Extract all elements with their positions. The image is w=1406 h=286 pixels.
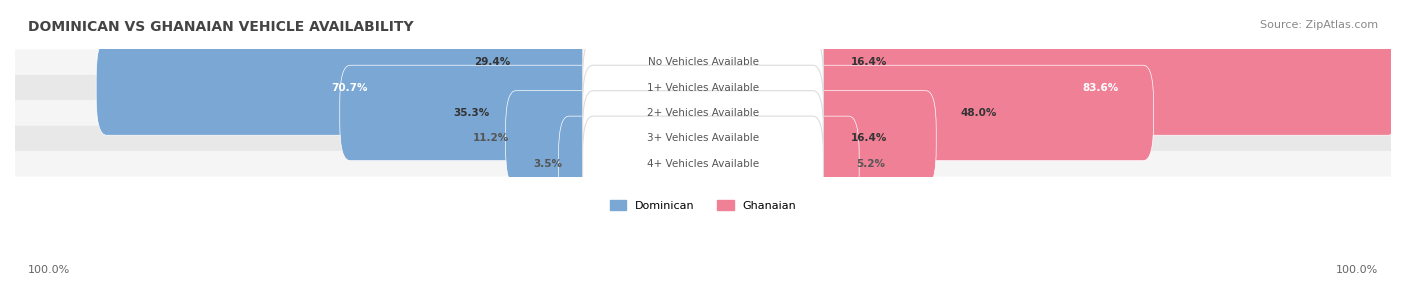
Text: 3+ Vehicles Available: 3+ Vehicles Available (647, 133, 759, 143)
FancyBboxPatch shape (15, 151, 1391, 176)
Text: 48.0%: 48.0% (960, 108, 997, 118)
Text: No Vehicles Available: No Vehicles Available (648, 57, 758, 67)
Text: 4+ Vehicles Available: 4+ Vehicles Available (647, 159, 759, 169)
FancyBboxPatch shape (582, 40, 824, 135)
FancyBboxPatch shape (803, 14, 936, 110)
FancyBboxPatch shape (15, 75, 1391, 100)
FancyBboxPatch shape (340, 65, 603, 161)
Text: 2+ Vehicles Available: 2+ Vehicles Available (647, 108, 759, 118)
FancyBboxPatch shape (15, 49, 1391, 75)
Text: DOMINICAN VS GHANAIAN VEHICLE AVAILABILITY: DOMINICAN VS GHANAIAN VEHICLE AVAILABILI… (28, 20, 413, 34)
FancyBboxPatch shape (558, 116, 603, 212)
Text: 5.2%: 5.2% (856, 159, 884, 169)
Text: 100.0%: 100.0% (28, 265, 70, 275)
FancyBboxPatch shape (803, 91, 936, 186)
FancyBboxPatch shape (96, 40, 603, 135)
Text: 3.5%: 3.5% (533, 159, 562, 169)
FancyBboxPatch shape (381, 14, 603, 110)
FancyBboxPatch shape (803, 116, 859, 212)
FancyBboxPatch shape (582, 14, 824, 110)
FancyBboxPatch shape (803, 65, 1154, 161)
Text: 16.4%: 16.4% (851, 133, 887, 143)
FancyBboxPatch shape (15, 126, 1391, 151)
Legend: Dominican, Ghanaian: Dominican, Ghanaian (605, 196, 801, 216)
Text: 100.0%: 100.0% (1336, 265, 1378, 275)
FancyBboxPatch shape (582, 116, 824, 212)
Text: 83.6%: 83.6% (1083, 82, 1119, 92)
Text: 35.3%: 35.3% (453, 108, 489, 118)
Text: 1+ Vehicles Available: 1+ Vehicles Available (647, 82, 759, 92)
Text: 70.7%: 70.7% (332, 82, 368, 92)
Text: 16.4%: 16.4% (851, 57, 887, 67)
FancyBboxPatch shape (506, 91, 603, 186)
Text: 11.2%: 11.2% (472, 133, 509, 143)
FancyBboxPatch shape (803, 40, 1399, 135)
FancyBboxPatch shape (582, 65, 824, 161)
FancyBboxPatch shape (15, 100, 1391, 126)
Text: Source: ZipAtlas.com: Source: ZipAtlas.com (1260, 20, 1378, 30)
FancyBboxPatch shape (582, 91, 824, 186)
Text: 29.4%: 29.4% (474, 57, 510, 67)
